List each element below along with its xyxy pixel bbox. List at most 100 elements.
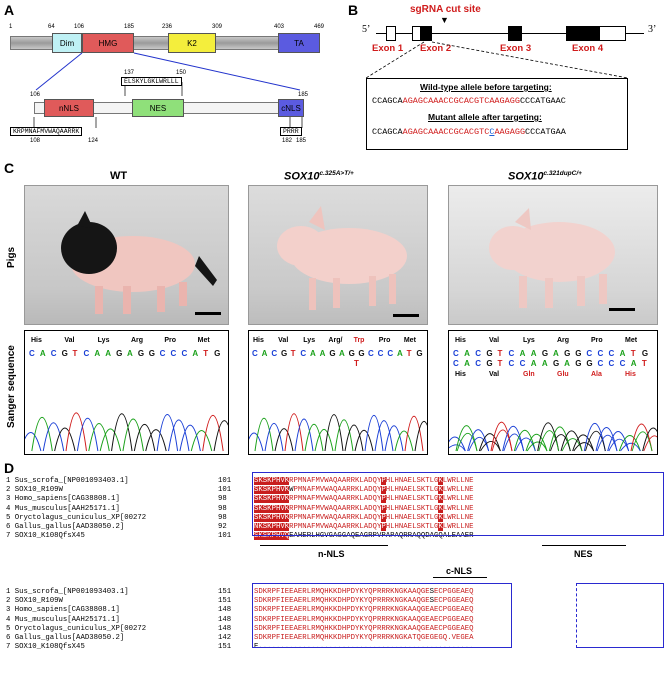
trace-peak — [502, 426, 525, 452]
base-call: G — [575, 349, 582, 358]
base-call: C — [586, 349, 593, 358]
codon-label: Pro — [591, 337, 603, 344]
trace-peak — [344, 424, 364, 452]
alignment-start-pos: 151 — [218, 643, 232, 652]
base-call: A — [105, 349, 111, 358]
trace-peak — [449, 436, 466, 452]
alignment-seq-name: 1 Sus_scrofa_[NP001093403.1] — [6, 588, 129, 596]
base-call: G — [61, 349, 68, 358]
trace-peak — [526, 441, 548, 452]
alignment-seq: SDKRPFIEEAERLRMQHKKDHPDYKYQPRRRKNGKAAQGE… — [254, 624, 474, 633]
base-call: T — [497, 359, 503, 368]
trace-peak — [585, 430, 606, 452]
alignment-start-pos: 151 — [218, 588, 232, 596]
trace-peak — [608, 438, 630, 452]
codon-label: His — [31, 337, 42, 344]
base-call: G — [486, 359, 493, 368]
trace-peak — [133, 424, 156, 452]
row-label-pigs: Pigs — [6, 246, 17, 268]
codon-label: Arg/ — [328, 337, 343, 344]
trace-peak — [513, 429, 536, 452]
codon-label: His — [625, 371, 636, 378]
base-call: G — [641, 349, 649, 358]
trace-peak — [490, 421, 513, 452]
alignment-seq: SKSKPHVKRPMNAFMVWAQAARRKLADQYPHLHNAELSKT… — [254, 477, 474, 485]
base-call: C — [475, 359, 481, 368]
base-call: C — [29, 349, 35, 358]
tick-1: 1 — [9, 24, 13, 30]
alignment-start-pos: 98 — [218, 495, 227, 504]
nnls-label: n-NLS — [318, 549, 345, 559]
trace-peak — [583, 422, 606, 452]
trace-peak — [538, 430, 560, 452]
trace-peak — [249, 432, 264, 452]
trace-peak — [630, 423, 653, 452]
base-call: T — [290, 349, 296, 358]
codon-label: His — [455, 371, 466, 378]
alignment-seq-name: 3 Homo_sapiens[CAG38808.1] — [6, 495, 120, 504]
base-call: C — [508, 359, 515, 368]
alignment-seq-name: 1 Sus_scrofa_[NP001093403.1] — [6, 477, 129, 485]
nes-end: 150 — [176, 70, 187, 76]
base-call: C — [181, 349, 188, 358]
trace-peak — [573, 442, 595, 452]
alignment-seq-name: 5 Oryctolagus_cuniculus_XP[00272 — [6, 513, 147, 522]
trace-peak — [31, 416, 53, 452]
base-call: C — [608, 359, 615, 368]
wt-allele-seq: CCAGCAAGAGCAAACCGCACGTCAAGAGGCCCATGAAC — [372, 96, 566, 106]
alignment-seq: SDKRPFIEEAERLRMQHKKDHPDYKYQPRRRKNGKAAQGE… — [254, 606, 474, 615]
base-call: A — [541, 359, 548, 368]
mut-allele-title: Mutant allele after targeting: — [428, 112, 542, 122]
sanger-mut2: His Val Lys Arg Pro Met C A C G T C A A G A G G C C C A T G C A C G… — [448, 330, 658, 455]
trace-peak — [284, 413, 304, 452]
exon1-box — [386, 26, 396, 41]
trace-peak — [156, 414, 179, 452]
base-call: A — [530, 359, 537, 368]
alignment-start-pos: 151 — [218, 597, 232, 606]
trace-peak — [478, 433, 501, 452]
trace-peak — [364, 415, 384, 452]
trace-peak — [264, 423, 284, 452]
nes-label: NES — [574, 549, 593, 559]
trace-peak — [190, 430, 213, 452]
alignment-seq-name: 4 Mus_musculus[AAH25171.1] — [6, 504, 120, 513]
base-call: G — [214, 349, 221, 358]
trace-peak — [145, 429, 167, 452]
trace-peak — [455, 425, 478, 452]
base-call: G — [486, 349, 493, 358]
codon-label: Val — [64, 337, 75, 344]
base-call: C — [170, 349, 177, 358]
photo-mut2-pig — [448, 185, 658, 325]
panel-letter-a: A — [4, 2, 15, 18]
title-wt: WT — [110, 170, 128, 182]
exon4-label: Exon 4 — [572, 43, 604, 54]
base-call: A — [530, 349, 537, 358]
base-call: A — [464, 349, 470, 358]
trace-peak — [25, 432, 42, 452]
tick-106: 106 — [74, 24, 85, 30]
base-call: A — [464, 359, 470, 368]
cnls-sequence: PRRR — [280, 127, 302, 136]
trace-peak — [537, 422, 560, 452]
alignment-start-pos: 101 — [218, 486, 232, 495]
trace-peak — [111, 413, 133, 452]
subdomain-nnls: nNLS — [44, 99, 94, 117]
base-call: G — [281, 349, 288, 358]
base-call: A — [519, 349, 526, 358]
trace-peak — [548, 426, 571, 452]
base-call: T — [630, 349, 636, 358]
exon2-box-cds — [420, 26, 432, 41]
base-call: A — [339, 349, 345, 358]
base-call: G — [329, 349, 336, 358]
nes-start: 137 — [124, 70, 135, 76]
base-call: A — [397, 349, 403, 358]
block2-right-box — [576, 583, 664, 648]
domain-dim: Dim — [52, 33, 82, 53]
trace-peak — [76, 417, 99, 452]
alignment-seq-name: 6 Gallus_gallus[AAD38050.2] — [6, 523, 125, 531]
tick-236: 236 — [162, 24, 173, 30]
trace-peak — [572, 434, 595, 452]
trace-peak — [314, 429, 334, 452]
base-call: C — [387, 349, 394, 358]
base-call: C — [453, 349, 459, 358]
